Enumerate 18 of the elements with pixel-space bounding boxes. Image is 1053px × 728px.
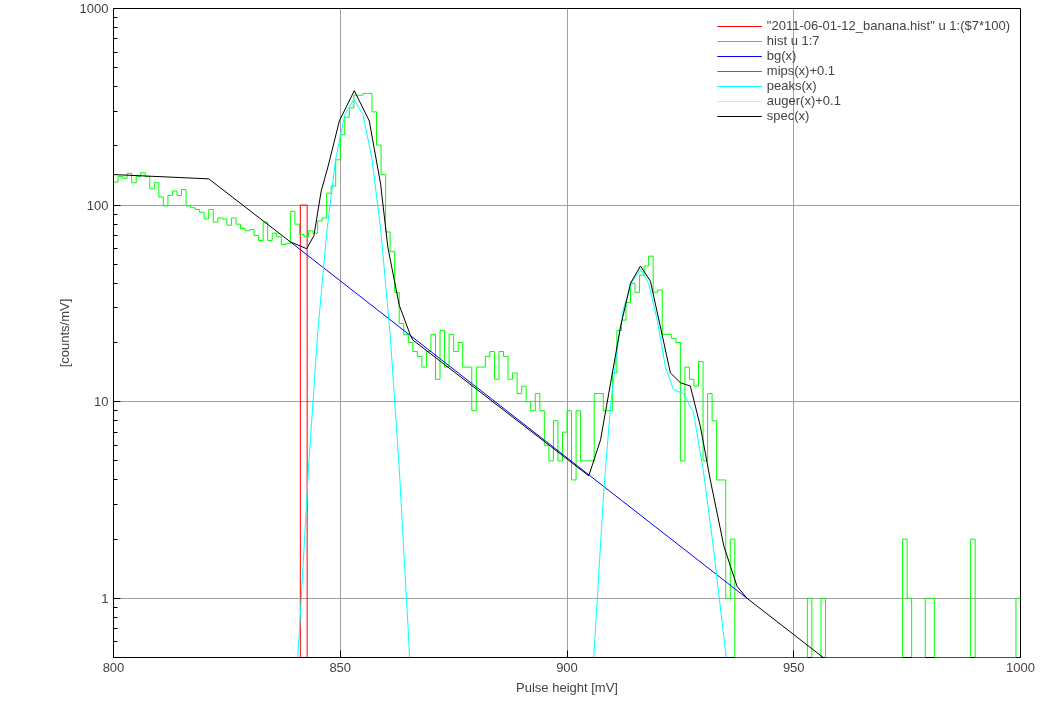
y-tick-label: 1 (101, 590, 109, 606)
x-tick-label: 950 (782, 659, 805, 675)
legend-label: mips(x)+0.1 (766, 63, 836, 78)
x-tick-label: 800 (102, 659, 125, 675)
legend-label: spec(x) (766, 108, 810, 123)
x-tick-label: 900 (556, 659, 578, 675)
legend-label: auger(x)+0.1 (766, 93, 841, 108)
legend-label: "2011-06-01-12_banana.hist" u 1:($7*100) (766, 18, 1010, 33)
legend-label: bg(x) (766, 48, 797, 63)
y-tick-label: 100 (86, 197, 109, 213)
y-axis-title: [counts/mV] (56, 298, 72, 368)
x-tick-label: 1000 (1006, 659, 1035, 675)
x-tick-label: 850 (329, 659, 352, 675)
legend-label: hist u 1:7 (766, 33, 820, 48)
legend-label: peaks(x) (766, 78, 817, 93)
x-axis-title: Pulse height [mV] (516, 679, 618, 695)
y-tick-label: 10 (94, 394, 109, 410)
y-tick-label: 1000 (79, 1, 109, 16)
